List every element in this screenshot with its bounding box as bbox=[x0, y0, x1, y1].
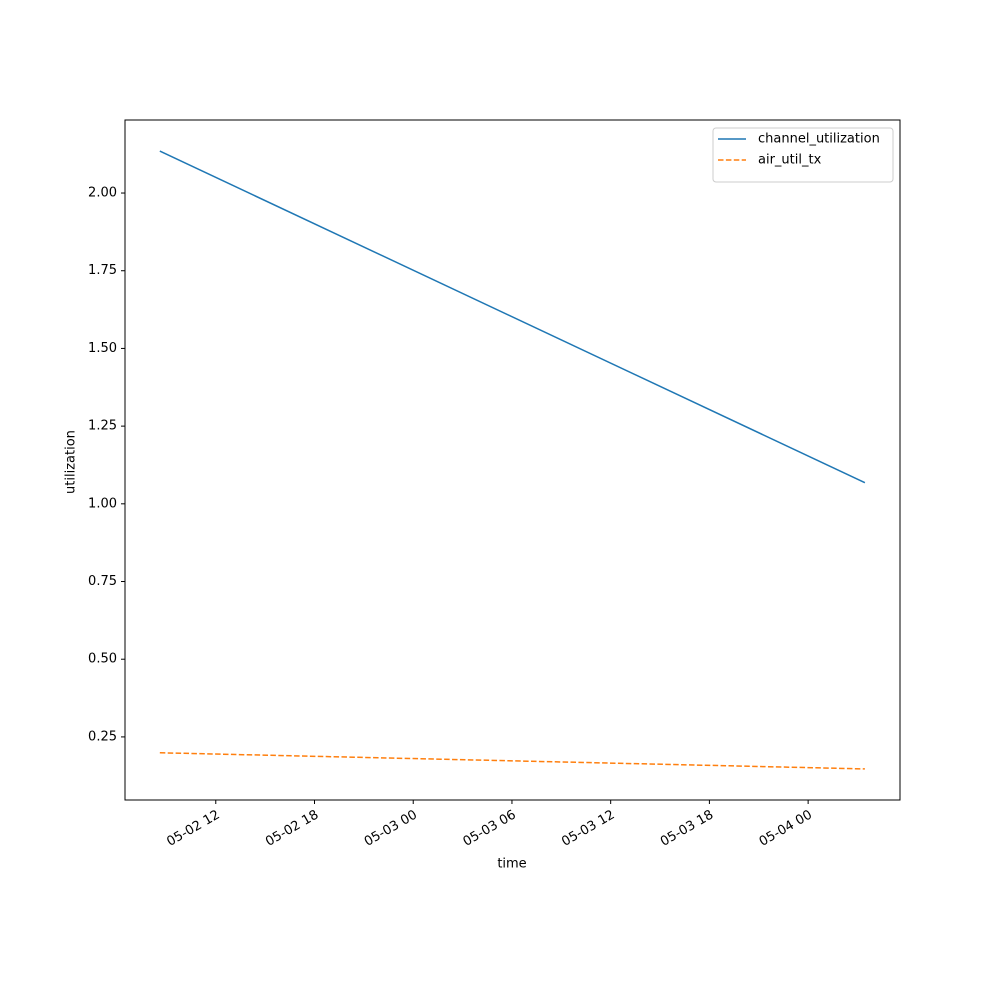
axes-frame bbox=[124, 119, 901, 801]
y-tick-label: 0.50 bbox=[88, 652, 117, 667]
legend-label: channel_utilization bbox=[758, 132, 880, 147]
x-axis-label: time bbox=[497, 857, 526, 872]
y-tick-label: 1.25 bbox=[88, 419, 117, 434]
legend-label: air_util_tx bbox=[758, 153, 822, 168]
y-axis-label: utilization bbox=[64, 430, 79, 494]
legend-box bbox=[712, 127, 894, 183]
y-tick-label: 1.00 bbox=[88, 496, 117, 511]
y-tick-label: 1.50 bbox=[88, 341, 117, 356]
series-line bbox=[159, 752, 865, 770]
y-tick-label: 2.00 bbox=[88, 186, 117, 201]
y-tick-label: 0.75 bbox=[88, 574, 117, 589]
series-line bbox=[159, 150, 866, 484]
y-tick-label: 0.25 bbox=[88, 729, 117, 744]
y-tick-label: 1.75 bbox=[88, 263, 117, 278]
